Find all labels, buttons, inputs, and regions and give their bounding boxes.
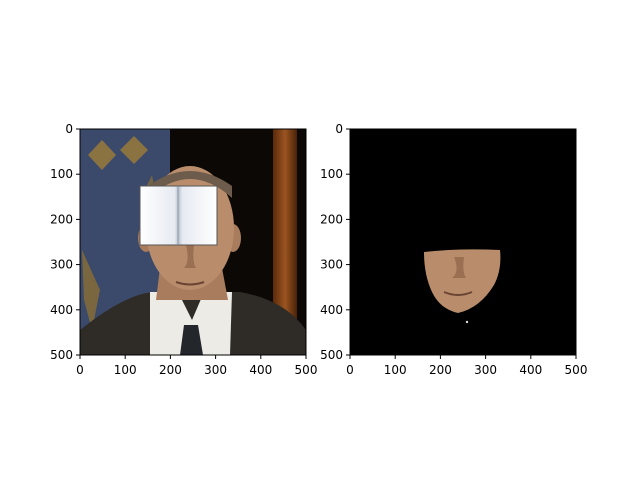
left-ytick-label: 400: [50, 303, 73, 317]
left-ytick-label: 300: [50, 258, 73, 272]
photo-image: [80, 129, 306, 355]
left-xtick-label: 400: [249, 363, 272, 377]
right-ytick-label: 0: [335, 122, 343, 136]
right-xtick-label: 100: [384, 363, 407, 377]
left-ytick-label: 0: [65, 122, 73, 136]
left-ytick-label: 200: [50, 212, 73, 226]
face-mask-image: [350, 129, 576, 355]
left-ytick-label: 500: [50, 348, 73, 362]
left-xtick-label: 200: [159, 363, 182, 377]
right-ytick-label: 100: [320, 167, 343, 181]
right-xtick-label: 200: [429, 363, 452, 377]
right-xtick-label: 400: [519, 363, 542, 377]
left-xtick-label: 0: [76, 363, 84, 377]
right-ytick-label: 300: [320, 258, 343, 272]
left-ytick-label: 100: [50, 167, 73, 181]
right-ytick-label: 400: [320, 303, 343, 317]
right-ytick-label: 200: [320, 212, 343, 226]
right-axes-frame: [349, 128, 577, 356]
left-xtick-label: 300: [204, 363, 227, 377]
left-xtick-label: 500: [295, 363, 318, 377]
right-xtick-label: 300: [474, 363, 497, 377]
left-xtick-label: 100: [114, 363, 137, 377]
right-ytick-label: 500: [320, 348, 343, 362]
right-xtick-label: 0: [346, 363, 354, 377]
left-axes-frame: [79, 128, 307, 356]
right-xtick-label: 500: [565, 363, 588, 377]
